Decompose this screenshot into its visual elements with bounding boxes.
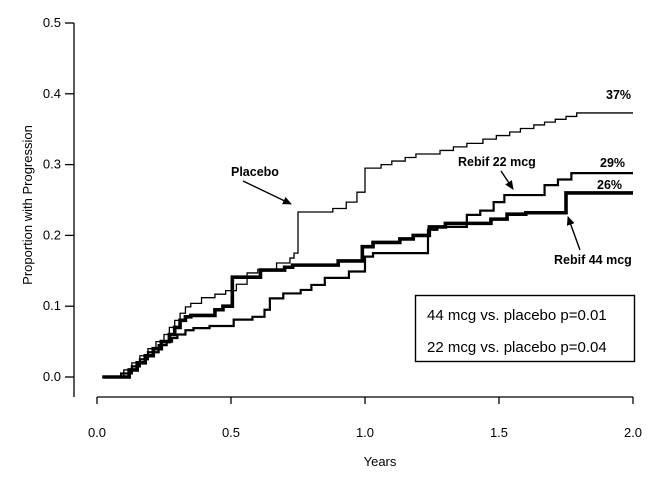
p-value-line-22: 22 mcg vs. placebo p=0.04 xyxy=(427,339,607,356)
rebif-44-curve-label: Rebif 44 mcg xyxy=(554,253,632,267)
x-axis-title: Years xyxy=(364,454,397,469)
y-tick-label: 0.3 xyxy=(43,157,61,172)
x-tick-label: 1.5 xyxy=(490,425,508,440)
curve-rebif-44-mcg xyxy=(102,191,633,379)
y-tick-label: 0.5 xyxy=(43,15,61,30)
y-tick-label: 0.0 xyxy=(43,369,61,384)
curve-end-percent-labels: 37% 29% 26% xyxy=(597,88,631,192)
curve-annotations: Placebo Rebif 22 mcg Rebif 44 mcg xyxy=(231,155,632,267)
x-tick-label: 0.0 xyxy=(88,425,106,440)
y-axis-title: Proportion with Progression xyxy=(20,125,35,285)
percent-label-rebif-22-mcg: 29% xyxy=(600,156,625,170)
y-tick-label: 0.4 xyxy=(43,86,61,101)
curve-placebo xyxy=(102,112,633,378)
x-tick-label: 0.5 xyxy=(222,425,240,440)
p-value-box: 44 mcg vs. placebo p=0.01 22 mcg vs. pla… xyxy=(414,294,636,363)
x-tick-label: 1.0 xyxy=(356,425,374,440)
y-tick-label: 0.2 xyxy=(43,227,61,242)
p-value-line-44: 44 mcg vs. placebo p=0.01 xyxy=(427,307,607,324)
x-tick-label: 2.0 xyxy=(624,425,642,440)
curves xyxy=(102,112,633,379)
placebo-curve-label-arrow xyxy=(242,180,292,205)
rebif-22-curve-label-arrow xyxy=(500,170,514,190)
p-value-box-border xyxy=(414,294,636,363)
y-axis: 0.0 0.1 0.2 0.3 0.4 0.5 xyxy=(43,15,75,397)
rebif-44-curve-label-arrow xyxy=(566,216,581,251)
percent-label-placebo: 37% xyxy=(606,88,631,102)
percent-label-rebif-44-mcg: 26% xyxy=(597,178,622,192)
x-axis: 0.0 0.5 1.0 1.5 2.0 xyxy=(88,396,642,440)
placebo-curve-label: Placebo xyxy=(231,165,279,179)
rebif-22-curve-label: Rebif 22 mcg xyxy=(458,155,536,169)
y-tick-label: 0.1 xyxy=(43,298,61,313)
